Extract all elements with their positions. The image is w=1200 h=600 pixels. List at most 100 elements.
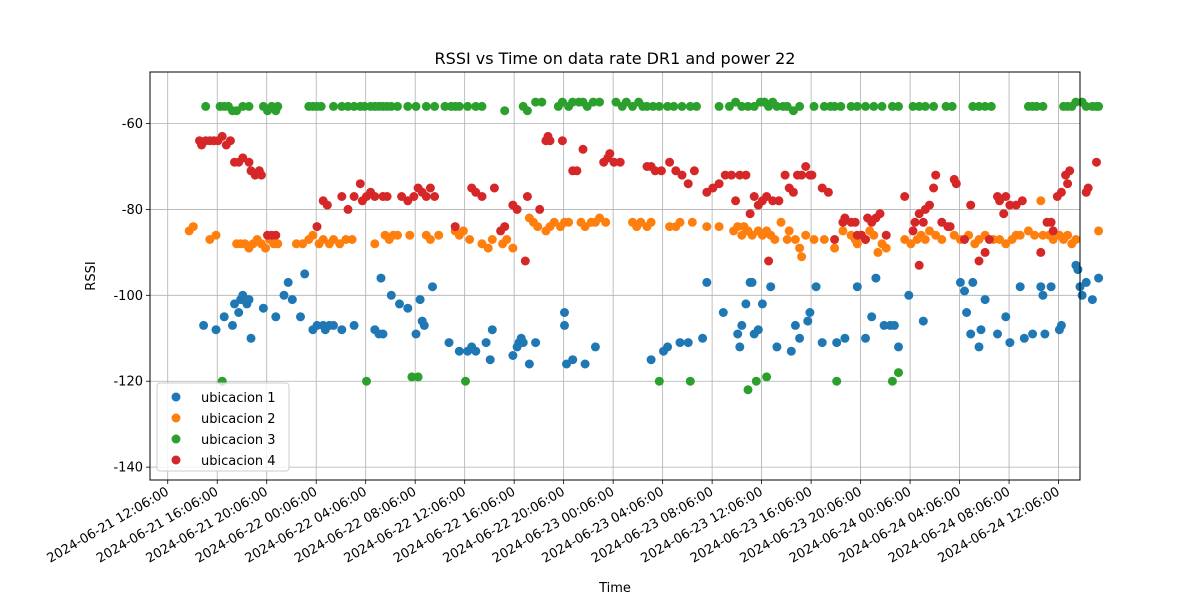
data-point <box>393 101 402 111</box>
data-point <box>518 338 528 348</box>
data-point <box>535 204 545 214</box>
data-point <box>271 230 281 240</box>
data-point <box>370 192 380 201</box>
data-point <box>411 329 421 339</box>
data-point <box>832 376 842 386</box>
data-point <box>786 346 796 356</box>
data-point <box>428 282 437 292</box>
data-point <box>560 308 569 317</box>
data-point <box>409 192 419 201</box>
data-point <box>776 217 786 227</box>
data-point <box>920 235 930 244</box>
data-point <box>838 226 848 236</box>
data-point <box>692 101 701 111</box>
data-point <box>908 226 918 236</box>
data-point <box>986 101 996 111</box>
data-point <box>588 97 598 107</box>
data-point <box>1063 179 1073 189</box>
legend-marker <box>171 434 181 444</box>
data-point <box>665 157 675 167</box>
y-tick-label: -100 <box>113 289 143 304</box>
data-point <box>766 282 776 292</box>
data-point <box>840 333 850 343</box>
data-point <box>425 235 435 244</box>
data-point <box>925 200 934 210</box>
data-point <box>382 192 392 201</box>
data-point <box>650 166 660 176</box>
data-point <box>1036 196 1046 206</box>
data-point <box>291 239 301 249</box>
data-point <box>419 320 429 330</box>
data-point <box>1032 101 1042 111</box>
data-point <box>962 308 972 317</box>
data-point <box>960 286 969 296</box>
data-point <box>395 299 404 309</box>
data-point <box>1005 338 1015 348</box>
data-point <box>689 166 699 176</box>
data-point <box>283 277 293 287</box>
data-point <box>931 170 941 180</box>
data-point <box>663 101 673 111</box>
data-point <box>918 316 928 326</box>
data-point <box>615 157 625 167</box>
data-point <box>572 166 582 176</box>
data-point <box>500 222 510 232</box>
data-point <box>403 303 413 313</box>
data-point <box>908 101 918 111</box>
data-point <box>861 235 870 244</box>
data-point <box>508 351 518 360</box>
data-point <box>1094 273 1104 283</box>
data-point <box>349 320 359 330</box>
data-point <box>770 235 780 244</box>
data-point <box>531 97 541 107</box>
data-point <box>757 299 767 309</box>
data-point <box>683 338 693 348</box>
data-point <box>355 179 365 189</box>
data-point <box>378 329 388 339</box>
data-point <box>376 273 386 283</box>
data-point <box>560 320 569 330</box>
data-point <box>287 295 297 305</box>
data-point <box>296 312 305 322</box>
data-point <box>1001 192 1011 201</box>
data-point <box>733 222 743 232</box>
data-point <box>601 217 611 227</box>
data-point <box>966 329 976 339</box>
data-point <box>980 247 990 257</box>
data-point <box>347 235 357 244</box>
data-point <box>471 101 481 111</box>
data-point <box>273 101 283 111</box>
data-point <box>795 333 805 343</box>
legend-label: ubicacion 4 <box>201 454 276 469</box>
data-point <box>308 230 318 240</box>
data-point <box>741 170 751 180</box>
series-3 <box>201 97 1104 395</box>
plot-frame <box>149 71 1081 481</box>
data-point <box>312 222 322 232</box>
legend-marker <box>171 413 181 423</box>
data-point <box>258 303 268 313</box>
legend-marker <box>171 455 181 465</box>
data-point <box>881 230 891 240</box>
data-point <box>887 376 897 386</box>
data-point <box>531 338 541 348</box>
data-point <box>976 325 986 335</box>
data-point <box>1094 226 1104 236</box>
data-point <box>805 308 815 317</box>
data-point <box>747 277 757 287</box>
data-point <box>823 187 833 197</box>
legend-box <box>156 382 290 472</box>
data-point <box>450 222 460 232</box>
data-point <box>801 230 811 240</box>
data-point <box>900 192 910 201</box>
data-point <box>974 256 984 266</box>
data-point <box>512 204 522 214</box>
data-point <box>568 97 578 107</box>
data-point <box>300 269 310 279</box>
data-point <box>846 101 856 111</box>
data-point <box>580 359 590 369</box>
data-point <box>698 333 708 343</box>
data-point <box>951 179 961 189</box>
data-point <box>1087 295 1097 305</box>
data-point <box>386 290 396 300</box>
